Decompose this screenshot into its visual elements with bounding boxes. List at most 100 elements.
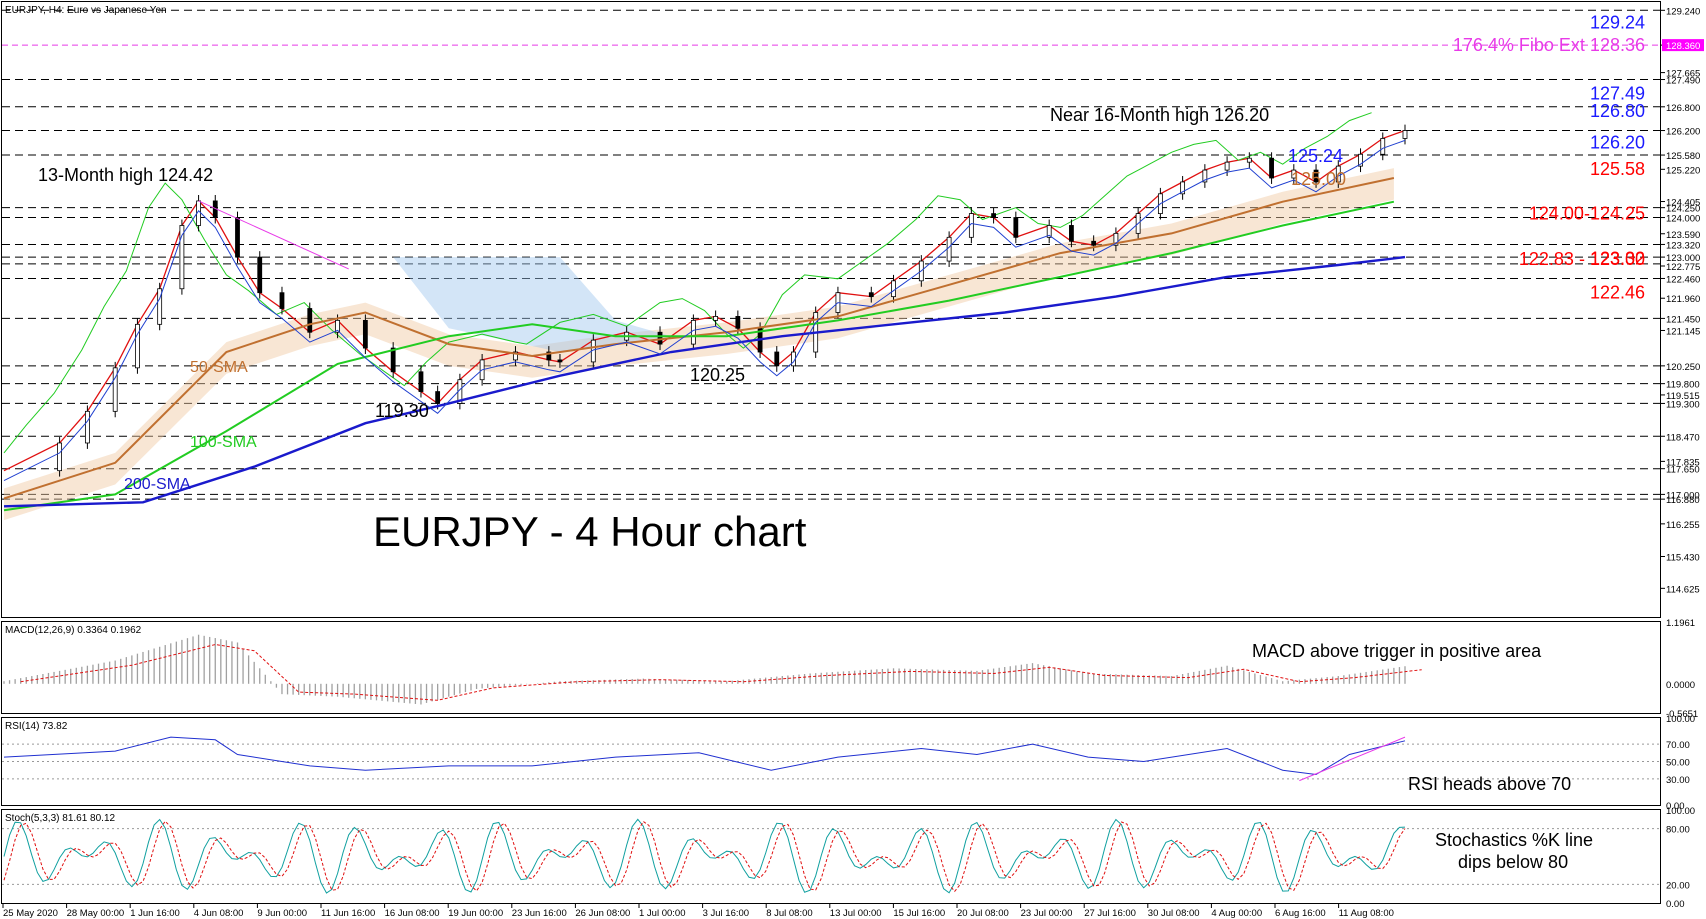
price-tick-label: 119.515: [1666, 391, 1700, 402]
time-label: 16 Jun 08:00: [385, 908, 440, 919]
stoch-note-line2: dips below 80: [1458, 852, 1568, 872]
time-label: 8 Jul 08:00: [766, 908, 812, 919]
candle-body: [946, 236, 952, 262]
chart-title: EURJPY - 4 Hour chart: [373, 508, 807, 555]
macd-panel: [1, 621, 1661, 714]
rsi-tick-label: 50.00: [1666, 758, 1690, 769]
time-label: 11 Aug 08:00: [1339, 908, 1394, 919]
macd-header: MACD(12,26,9) 0.3364 0.1962: [5, 625, 142, 636]
candle-body: [235, 217, 240, 258]
time-label: 20 Jul 08:00: [957, 908, 1009, 919]
rsi-header: RSI(14) 73.82: [5, 721, 68, 732]
annotation-50-sma: 50-SMA: [190, 359, 248, 376]
time-label: 19 Jun 00:00: [448, 908, 503, 919]
time-label: 13 Jul 00:00: [830, 908, 882, 919]
rsi-tick-label: 100.00: [1666, 714, 1695, 725]
stoch-tick-label: 0.00: [1666, 899, 1685, 910]
price-tick-label: 115.430: [1666, 552, 1700, 563]
rsi-tick-label: 70.00: [1666, 740, 1690, 751]
macd-indicator: 1.1961 0.0000 -0.5651: [3, 618, 1698, 720]
highlight-tick-bg: [1662, 39, 1704, 52]
macd-tick-label: 0.0000: [1666, 680, 1695, 691]
level-label: 126.20: [1590, 133, 1645, 153]
time-label: 11 Jun 16:00: [321, 908, 375, 919]
level-label: 122.83 - 123.00: [1519, 249, 1645, 269]
down-trendline: [198, 200, 349, 270]
price-tick-label: 119.800: [1666, 380, 1700, 391]
stoch-d-line: [3, 820, 1406, 893]
candle-body: [1291, 169, 1297, 179]
macd-signal-line: [20, 643, 1422, 701]
price-tick-label: 119.300: [1666, 399, 1700, 410]
candle-body: [157, 288, 163, 325]
stoch-panel: [1, 809, 1661, 904]
candle-body: [84, 410, 90, 444]
sma-lines: [3, 139, 1406, 512]
annotation-13-month-high-124-42: 13-Month high 124.42: [38, 165, 213, 185]
annotation-200-sma: 200-SMA: [124, 476, 191, 493]
candle-body: [1269, 157, 1274, 179]
candle-body: [546, 351, 552, 361]
annotation-125-24: 125.24: [1288, 146, 1343, 166]
candle-body: [657, 331, 663, 345]
annotation-120-25: 120.25: [690, 365, 745, 385]
candle-body: [390, 347, 396, 373]
candle-body: [279, 292, 285, 309]
candle-body: [307, 308, 313, 333]
candle-body: [991, 213, 996, 218]
stoch-tick-label: 100.00: [1666, 806, 1695, 817]
candle-body: [1180, 181, 1186, 195]
candle-body: [418, 371, 424, 392]
rsi-note: RSI heads above 70: [1408, 774, 1571, 794]
price-tick-label: 116.255: [1666, 520, 1700, 531]
time-label: 26 Jun 08:00: [575, 908, 630, 919]
stoch-tick-label: 20.00: [1666, 880, 1690, 891]
price-tick-label: 121.450: [1666, 314, 1700, 325]
price-tick-label: 120.250: [1666, 362, 1700, 373]
price-tick-label: 123.320: [1666, 240, 1700, 251]
candle-body: [1224, 161, 1230, 171]
sma-line-100-sma: [3, 200, 1395, 512]
price-tick-label: 124.405: [1666, 198, 1700, 209]
time-label: 3 Jul 16:00: [703, 908, 749, 919]
price-tick-label: 124.250: [1666, 204, 1700, 215]
price-panel: [1, 1, 1661, 618]
candle-body: [1069, 225, 1074, 242]
level-label: 126.80: [1590, 101, 1645, 121]
time-label: 25 May 2020: [3, 908, 58, 919]
candle-body: [335, 319, 340, 333]
price-tick-label: 121.145: [1666, 326, 1700, 337]
candle-body: [257, 256, 263, 294]
cloud-band-blue: [393, 257, 672, 352]
time-label: 23 Jul 00:00: [1021, 908, 1073, 919]
price-tick-label: 124.000: [1666, 214, 1700, 225]
price-tick-label: 116.880: [1666, 495, 1700, 506]
price-tick-label: 117.650: [1666, 465, 1700, 476]
time-label: 1 Jun 16:00: [130, 908, 180, 919]
stoch-note-line1: Stochastics %K line: [1435, 830, 1593, 850]
candle-body: [735, 316, 741, 329]
sma-line-200-sma: [3, 255, 1406, 508]
candle-body: [1402, 130, 1408, 139]
candle-body: [1246, 157, 1252, 163]
price-tick-label: 121.960: [1666, 294, 1700, 305]
price-tick-label-highlight: 128.360: [1666, 41, 1700, 52]
candle-body: [1358, 153, 1363, 167]
candle-body: [557, 359, 563, 363]
rsi-trendline: [1299, 736, 1406, 782]
level-label: 176.4% Fibo Ext 128.36: [1453, 35, 1645, 55]
time-label: 1 Jul 00:00: [639, 908, 685, 919]
price-tick-label: 126.200: [1666, 127, 1700, 138]
price-tick-label: 122.460: [1666, 274, 1700, 285]
time-label: 6 Aug 16:00: [1275, 908, 1326, 919]
candle-body: [1091, 240, 1097, 246]
price-tick-label: 122.775: [1666, 262, 1700, 273]
macd-note: MACD above trigger in positive area: [1252, 641, 1542, 661]
candle-body: [713, 316, 719, 321]
candle-body: [57, 442, 62, 472]
annotations: 13-Month high 124.42 Near 16-Month high 1…: [38, 105, 1346, 493]
price-tick-label: 127.665: [1666, 69, 1700, 80]
macd-tick-label: 1.1961: [1666, 618, 1695, 629]
